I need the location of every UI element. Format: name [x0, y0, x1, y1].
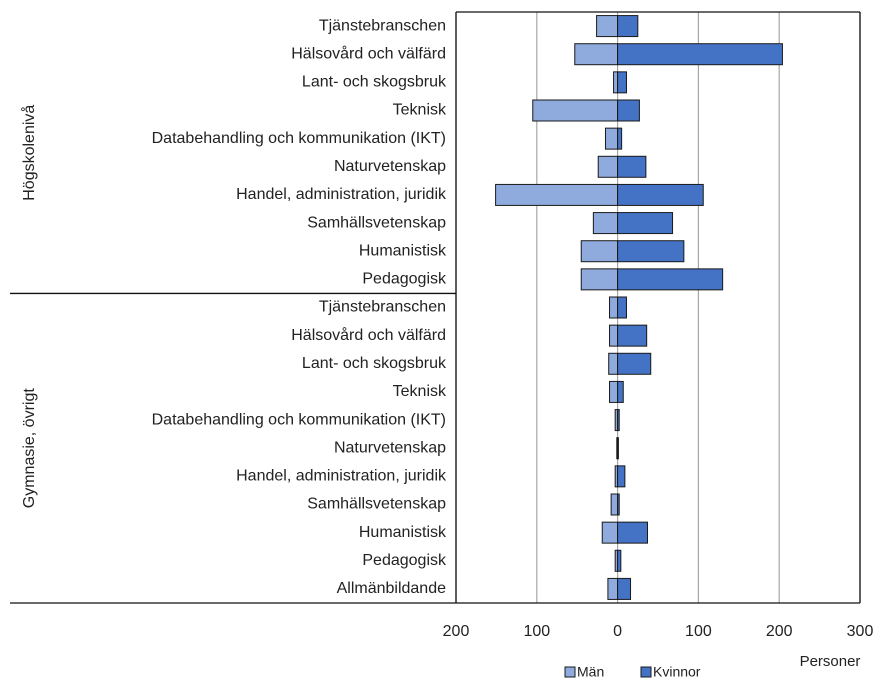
legend-swatch — [640, 666, 652, 678]
y-tick-label: Pedagogisk — [362, 271, 447, 288]
group-label: Gymnasie, övrigt — [21, 388, 38, 509]
x-tick-label: 200 — [443, 623, 470, 640]
x-tick-label: 100 — [523, 623, 550, 640]
bar — [617, 352, 652, 375]
y-tick-label: Humanistisk — [359, 524, 447, 541]
y-tick-label: Samhällsvetenskap — [307, 496, 446, 513]
bar — [617, 324, 648, 347]
x-tick-label: 300 — [847, 623, 874, 640]
legend-label: Män — [577, 664, 604, 680]
y-tick-label: Samhällsvetenskap — [307, 214, 446, 231]
group-label: Högskolenivå — [20, 105, 38, 201]
bar — [617, 296, 627, 319]
bar — [617, 465, 626, 488]
y-tick-label: Teknisk — [393, 102, 447, 119]
y-tick-label: Naturvetenskap — [334, 158, 446, 175]
y-tick-label: Hälsovård och välfärd — [291, 326, 446, 344]
bar — [617, 155, 647, 178]
bar — [617, 521, 648, 544]
bar — [596, 15, 619, 38]
x-axis-label: Personer — [800, 653, 861, 670]
y-tick-label: Databehandling och kommunikation (IKT) — [152, 411, 446, 428]
bar — [592, 212, 619, 235]
y-tick-label: Tjänstebranschen — [319, 299, 446, 316]
bar — [617, 577, 632, 600]
y-tick-label: Teknisk — [393, 383, 447, 400]
bar — [607, 577, 619, 600]
bar — [617, 240, 685, 263]
y-tick-label: Lant- och skogsbruk — [302, 74, 447, 91]
x-tick-label: 100 — [685, 623, 712, 640]
bar — [617, 99, 640, 122]
bar — [617, 71, 627, 94]
y-tick-label: Lant- och skogsbruk — [302, 355, 447, 372]
bar — [532, 99, 619, 122]
bar — [574, 43, 619, 66]
bar — [613, 71, 619, 94]
bar — [617, 409, 620, 432]
y-tick-label: Handel, administration, juridik — [236, 186, 447, 203]
y-tick-label: Allmänbildande — [337, 580, 447, 597]
bar — [580, 240, 619, 263]
y-tick-label: Naturvetenskap — [334, 439, 446, 456]
bar — [608, 352, 619, 375]
bar — [617, 268, 724, 291]
legend-swatch — [564, 666, 576, 678]
bar — [617, 437, 619, 460]
bar — [610, 493, 619, 516]
bar — [609, 380, 619, 403]
bar — [617, 549, 622, 572]
bar — [495, 183, 619, 206]
y-tick-label: Pedagogisk — [362, 552, 447, 569]
y-tick-label: Handel, administration, juridik — [236, 468, 447, 485]
y-tick-label: Databehandling och kommunikation (IKT) — [152, 130, 446, 147]
bar — [601, 521, 619, 544]
bar — [617, 15, 639, 38]
bar — [617, 212, 674, 235]
legend-label: Kvinnor — [653, 664, 701, 680]
y-tick-label: Tjänstebranschen — [319, 17, 446, 34]
bar — [617, 493, 620, 516]
bar — [617, 127, 623, 150]
bar — [617, 183, 704, 206]
bar — [604, 127, 619, 150]
bar — [609, 324, 619, 347]
x-tick-label: 0 — [613, 623, 622, 640]
bar — [597, 155, 619, 178]
bar — [617, 380, 624, 403]
x-tick-label: 200 — [766, 623, 793, 640]
y-tick-label: Humanistisk — [359, 242, 447, 259]
bar — [609, 296, 619, 319]
y-tick-label: Hälsovård och välfärd — [291, 44, 446, 62]
bar — [580, 268, 619, 291]
bar — [617, 43, 783, 66]
